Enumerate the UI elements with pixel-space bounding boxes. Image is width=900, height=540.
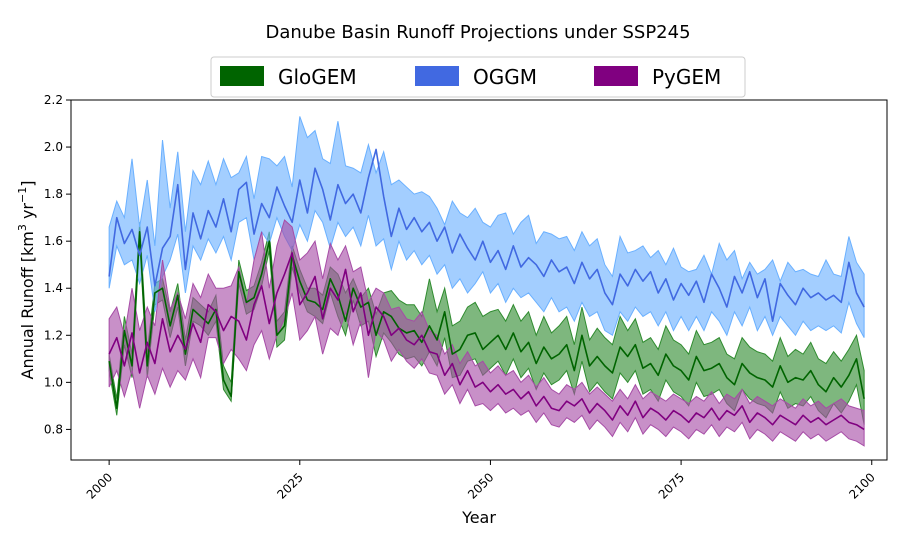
legend-swatch-pygem	[594, 66, 638, 86]
legend-label-pygem: PyGEM	[652, 65, 721, 89]
y-axis-label-part2: yr	[18, 203, 37, 225]
y-tick-label: 2.2	[44, 93, 63, 107]
x-tick-label: 2100	[846, 470, 877, 501]
y-tick-label: 1.4	[44, 281, 63, 295]
plot-area	[70, 99, 888, 461]
y-axis-label-part3: ]	[18, 181, 37, 187]
y-tick-label: 1.8	[44, 187, 63, 201]
y-axis-label: Annual Runoff [km3 yr−1]	[16, 181, 37, 380]
y-axis-label-part1: Annual Runoff [km	[18, 231, 37, 379]
x-tick-label: 2000	[84, 470, 115, 501]
y-tick-label: 0.8	[44, 422, 63, 436]
y-axis-label-sup2: −1	[16, 187, 29, 203]
legend: GloGEM OGGM PyGEM	[210, 56, 746, 98]
series-bands	[108, 116, 865, 447]
line-glogem	[108, 230, 865, 410]
x-tick-label: 2050	[465, 470, 496, 501]
y-tick-label: 1.0	[44, 375, 63, 389]
x-axis-label: Year	[461, 508, 496, 527]
y-tick-label: 2.0	[44, 140, 63, 154]
plot-frame	[70, 99, 888, 461]
y-axis: 0.8 1.0 1.2 1.4 1.6 1.8 2.0 2.2	[44, 93, 71, 436]
x-tick-label: 2025	[274, 470, 305, 501]
chart-title: Danube Basin Runoff Projections under SS…	[265, 22, 690, 43]
legend-swatch-glogem	[220, 66, 264, 86]
series-lines	[108, 148, 865, 431]
legend-label-glogem: GloGEM	[278, 65, 357, 89]
y-tick-label: 1.2	[44, 328, 63, 342]
legend-label-oggm: OGGM	[473, 65, 537, 89]
y-tick-label: 1.6	[44, 234, 63, 248]
x-axis: 2000 2025 2050 2075 2100	[84, 460, 878, 502]
band-oggm	[108, 116, 865, 338]
legend-swatch-oggm	[415, 66, 459, 86]
line-pygem	[108, 252, 865, 431]
y-axis-label-sup1: 3	[16, 224, 29, 231]
x-tick-label: 2075	[656, 470, 687, 501]
line-oggm	[108, 148, 865, 322]
